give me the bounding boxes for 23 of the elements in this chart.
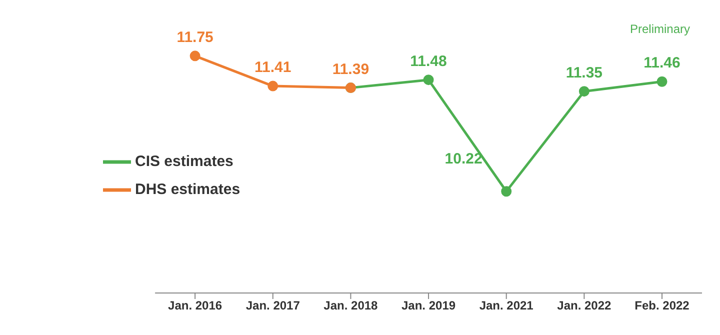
x-tick-label: Jan. 2017 [246,298,300,313]
point [190,50,200,62]
x-tick-label: Jan. 2022 [557,298,612,313]
x-tick-label: Jan. 2018 [324,298,378,313]
point [656,76,668,87]
data-label: 11.75 [176,28,214,46]
point [423,74,434,86]
data-label: 11.48 [410,52,447,70]
point [268,80,278,92]
data-label: 10.22 [444,150,482,168]
x-tick-label: Jan. 2019 [402,298,456,313]
point [501,186,512,197]
point [578,86,590,97]
legend-label: DHS estimates [135,181,240,198]
text: Preliminary [630,22,690,36]
data-label: 11.46 [644,54,680,72]
data-label: 11.39 [332,60,370,78]
data-label: 11.41 [254,59,292,76]
data-label: 11.35 [566,64,603,82]
x-tick-label: Jan. 2016 [168,298,222,313]
x-tick-label: Feb. 2022 [634,298,690,313]
legend-label: CIS estimates [135,153,234,170]
x-tick-label: Jan. 2021 [479,298,534,313]
